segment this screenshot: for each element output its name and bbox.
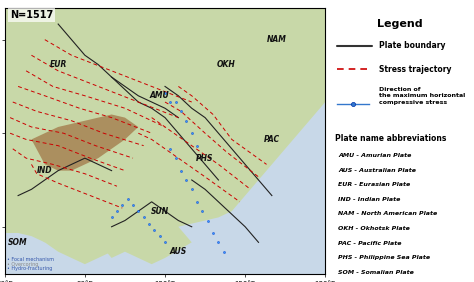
Text: OKH - Okhotsk Plate: OKH - Okhotsk Plate xyxy=(338,226,410,231)
Text: SOM: SOM xyxy=(8,238,28,247)
Text: PAC: PAC xyxy=(264,135,280,144)
Text: SOM - Somalian Plate: SOM - Somalian Plate xyxy=(338,270,414,275)
Text: • Hydro-fracturing: • Hydro-fracturing xyxy=(8,266,53,271)
Text: PHS - Philippine Sea Plate: PHS - Philippine Sea Plate xyxy=(338,255,430,260)
Text: OKH: OKH xyxy=(217,60,236,69)
Text: AMU - Amurian Plate: AMU - Amurian Plate xyxy=(338,153,411,158)
Text: IND: IND xyxy=(37,166,53,175)
Polygon shape xyxy=(31,114,138,171)
Text: EUR: EUR xyxy=(49,60,67,69)
Polygon shape xyxy=(5,8,325,264)
Text: SUN: SUN xyxy=(151,207,169,216)
Text: PAC - Pacific Plate: PAC - Pacific Plate xyxy=(338,241,402,246)
Text: EUR - Eurasian Plate: EUR - Eurasian Plate xyxy=(338,182,410,187)
Text: • Focal mechanism: • Focal mechanism xyxy=(8,257,55,262)
Text: NAM - North American Plate: NAM - North American Plate xyxy=(338,212,438,216)
Text: N=1517: N=1517 xyxy=(10,10,54,20)
Text: AUS: AUS xyxy=(170,247,187,256)
Text: Stress trajectory: Stress trajectory xyxy=(379,65,451,74)
Text: AMU: AMU xyxy=(150,91,170,100)
Text: Legend: Legend xyxy=(377,19,422,29)
Polygon shape xyxy=(98,214,191,264)
Text: AUS - Australian Plate: AUS - Australian Plate xyxy=(338,168,416,173)
Text: PHS: PHS xyxy=(196,154,214,163)
Polygon shape xyxy=(31,202,85,242)
Text: Plate boundary: Plate boundary xyxy=(379,41,445,50)
Text: Plate name abbreviations: Plate name abbreviations xyxy=(336,134,447,143)
Text: Direction of
the maximum horizontal
compressive stress: Direction of the maximum horizontal comp… xyxy=(379,87,465,105)
Text: • Overcoring: • Overcoring xyxy=(8,262,39,267)
Text: IND - Indian Plate: IND - Indian Plate xyxy=(338,197,401,202)
Text: NAM: NAM xyxy=(267,35,287,44)
